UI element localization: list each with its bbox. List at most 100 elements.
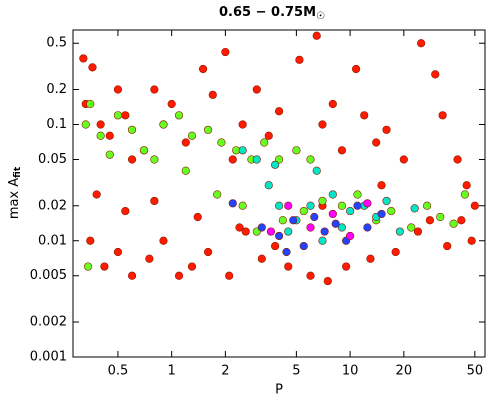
point: [306, 155, 315, 164]
point: [96, 131, 105, 140]
point: [284, 201, 293, 210]
y-tick-label: 0.002: [30, 315, 67, 330]
point: [92, 190, 101, 199]
point: [306, 271, 315, 280]
point: [387, 206, 396, 216]
point: [431, 70, 440, 79]
point: [346, 231, 355, 241]
point: [113, 247, 123, 257]
point: [252, 155, 261, 164]
point: [353, 201, 362, 210]
point: [159, 236, 168, 245]
point: [312, 31, 321, 40]
point: [121, 111, 130, 120]
point: [274, 107, 284, 116]
y-tick-label: 0.05: [38, 152, 67, 167]
point: [159, 120, 168, 129]
point: [436, 212, 445, 222]
point: [363, 199, 372, 208]
point: [198, 64, 208, 74]
y-tick-label: 0.1: [46, 117, 67, 132]
point: [252, 85, 261, 94]
point: [284, 227, 293, 236]
point: [346, 206, 355, 216]
point: [217, 138, 226, 147]
point: [81, 120, 90, 129]
x-tick-label: 1: [168, 364, 176, 379]
point: [382, 196, 391, 206]
point: [150, 196, 159, 206]
plot-frame: [72, 29, 486, 358]
point: [127, 125, 137, 134]
point: [289, 216, 298, 225]
point: [150, 155, 159, 164]
point: [187, 262, 197, 271]
point: [228, 155, 237, 164]
point: [363, 223, 372, 232]
x-tick-label: 20: [396, 364, 413, 379]
point: [382, 125, 391, 134]
point: [337, 146, 347, 155]
y-tick-label: 0.2: [46, 82, 67, 97]
point: [96, 120, 105, 129]
point: [438, 111, 447, 120]
x-tick-label: 10: [342, 364, 359, 379]
y-label-sub: fit: [13, 166, 23, 178]
x-tick-label: 0.5: [108, 364, 129, 379]
point: [225, 271, 234, 280]
title-main: 0.65 − 0.75M: [219, 5, 316, 20]
point: [121, 206, 130, 216]
point: [377, 181, 386, 190]
point: [174, 111, 184, 120]
point: [228, 199, 237, 208]
point: [257, 223, 266, 232]
point: [203, 247, 213, 257]
x-axis-label: P: [275, 383, 283, 398]
point: [274, 231, 284, 241]
point: [328, 99, 337, 109]
point: [167, 99, 176, 109]
point: [187, 131, 197, 140]
point: [105, 150, 114, 159]
point: [274, 201, 284, 210]
point: [457, 216, 466, 225]
point: [100, 262, 109, 271]
point: [238, 201, 247, 210]
point: [295, 55, 304, 64]
title-sub: ☉: [316, 11, 325, 22]
point: [425, 216, 435, 225]
point: [449, 219, 458, 228]
point: [407, 223, 416, 232]
point: [260, 138, 269, 147]
point: [174, 271, 184, 280]
x-tick-label: 50: [467, 364, 484, 379]
point: [312, 166, 321, 175]
point: [399, 155, 408, 164]
y-label-main: max A: [7, 178, 22, 219]
point: [306, 201, 315, 210]
point: [299, 241, 308, 251]
point: [113, 111, 123, 120]
point: [460, 190, 470, 199]
point: [323, 276, 332, 286]
point: [372, 138, 381, 147]
point: [318, 236, 327, 245]
point: [203, 125, 213, 134]
point: [271, 241, 280, 251]
point: [337, 223, 347, 232]
point: [331, 219, 340, 228]
point: [422, 201, 432, 210]
point: [213, 190, 222, 199]
point: [470, 201, 479, 210]
point: [105, 131, 114, 140]
chart-title: 0.65 − 0.75M☉: [219, 5, 325, 23]
point: [257, 254, 266, 263]
point: [413, 227, 423, 236]
point: [417, 39, 426, 48]
point: [353, 190, 362, 199]
y-tick-label: 0.5: [46, 36, 67, 51]
point: [320, 227, 329, 236]
point: [292, 146, 301, 155]
point: [299, 206, 308, 216]
point: [310, 212, 319, 222]
